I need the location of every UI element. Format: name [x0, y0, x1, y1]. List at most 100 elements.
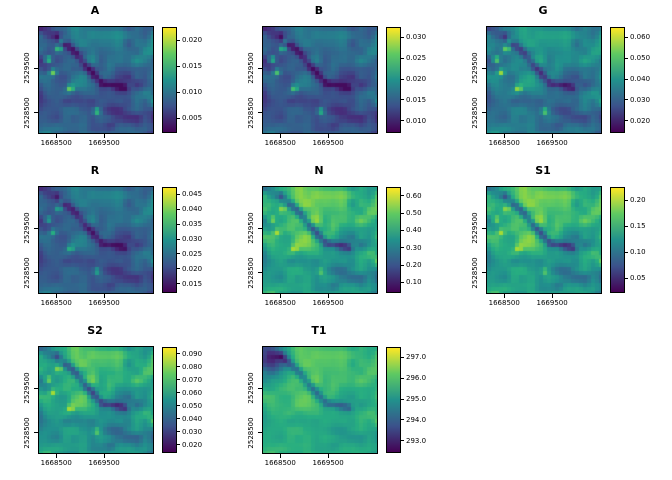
- legend-tick: [177, 223, 180, 225]
- x-axis-tick: [103, 294, 105, 298]
- raster-map-image: [486, 186, 602, 294]
- legend-tick: [177, 379, 180, 380]
- legend-tick: [401, 264, 404, 266]
- raster-map-image: [38, 186, 154, 294]
- legend-tick-label: 0.035: [182, 220, 203, 229]
- legend-tick: [177, 253, 180, 255]
- x-axis-tick-label: 1668500: [488, 299, 520, 307]
- x-axis-tick-label: 1668500: [488, 139, 520, 147]
- legend-tick: [401, 195, 404, 197]
- x-axis-tick: [55, 294, 57, 298]
- x-axis-tick-label: 1669500: [88, 139, 120, 147]
- y-axis-tick: [34, 112, 38, 114]
- legend-tick: [177, 405, 180, 406]
- x-axis-tick: [279, 454, 281, 458]
- y-axis-tick: [258, 272, 262, 274]
- legend-tick-label: 0.40: [406, 226, 422, 235]
- x-axis-tick: [327, 294, 329, 298]
- legend-tick: [401, 419, 404, 421]
- legend-tick: [177, 431, 180, 432]
- legend-colorbar: [610, 27, 625, 133]
- y-axis-tick: [482, 272, 486, 274]
- legend-tick: [177, 65, 180, 67]
- legend-tick: [625, 99, 628, 101]
- raster-map-image: [262, 26, 378, 134]
- x-axis-tick-label: 1669500: [88, 299, 120, 307]
- legend-tick-label: 0.20: [630, 196, 646, 204]
- x-axis-tick-label: 1668500: [40, 299, 72, 307]
- legend-tick: [625, 36, 628, 38]
- y-axis-tick-label: 2529500: [23, 52, 31, 84]
- y-axis-tick-label: 2529500: [23, 212, 31, 244]
- legend-tick-label: 0.030: [406, 33, 427, 42]
- legend-colorbar: [610, 187, 625, 293]
- y-axis-tick-label: 2529500: [247, 52, 255, 84]
- legend-tick: [177, 418, 180, 419]
- legend-tick-label: 0.020: [182, 440, 203, 449]
- legend-tick-label: 0.005: [182, 114, 203, 122]
- x-axis-tick-label: 1668500: [264, 139, 296, 147]
- y-axis-tick: [34, 387, 38, 389]
- y-axis-tick-label: 2529500: [471, 212, 479, 244]
- legend-tick-label: 0.030: [630, 95, 651, 104]
- legend-colorbar: [386, 27, 401, 133]
- raster-map-image: [38, 346, 154, 454]
- legend-tick-label: 0.040: [630, 75, 651, 83]
- y-axis-tick: [482, 227, 486, 229]
- legend-tick: [401, 78, 404, 80]
- legend-tick-label: 0.30: [406, 243, 422, 252]
- panel-title: S1: [535, 164, 551, 177]
- legend-colorbar: [386, 347, 401, 453]
- legend-tick: [177, 208, 180, 210]
- y-axis-tick: [482, 112, 486, 114]
- x-axis-tick-label: 1669500: [312, 299, 344, 307]
- legend-tick-label: 0.020: [182, 264, 203, 273]
- x-axis-tick-label: 1668500: [40, 139, 72, 147]
- raster-map-image: [38, 26, 154, 134]
- legend-tick: [401, 99, 404, 101]
- legend-tick-label: 0.50: [406, 209, 422, 217]
- legend-tick: [625, 225, 628, 227]
- legend-tick: [625, 57, 628, 59]
- x-axis-tick-label: 1669500: [536, 299, 568, 307]
- legend-tick: [401, 36, 404, 38]
- raster-panel: B 2528500 2529500 1668500 1669500 0.010 0.015…: [224, 0, 448, 160]
- x-axis-tick: [279, 134, 281, 138]
- legend-tick: [625, 199, 628, 201]
- legend-tick: [401, 440, 404, 442]
- legend-tick: [401, 57, 404, 59]
- legend-tick: [401, 229, 404, 231]
- legend-tick: [401, 247, 404, 249]
- legend-tick-label: 0.050: [182, 401, 203, 410]
- y-axis-tick-label: 2529500: [23, 372, 31, 404]
- legend-tick-label: 295.0: [406, 395, 427, 403]
- raster-map-image: [486, 26, 602, 134]
- legend-tick-label: 0.050: [630, 54, 651, 63]
- legend-colorbar: [386, 187, 401, 293]
- raster-map-image: [262, 186, 378, 294]
- legend-tick: [177, 366, 180, 367]
- legend-tick: [401, 377, 404, 379]
- legend-tick: [625, 277, 628, 279]
- panel-title: G: [538, 4, 548, 17]
- y-axis-tick: [258, 227, 262, 229]
- legend-tick-label: 0.025: [406, 54, 427, 63]
- legend-tick-label: 0.090: [182, 349, 203, 358]
- legend-tick: [401, 281, 404, 283]
- x-axis-tick: [503, 134, 505, 138]
- legend-tick-label: 0.20: [406, 261, 422, 269]
- legend-tick: [177, 353, 180, 354]
- x-axis-tick-label: 1669500: [536, 139, 568, 147]
- legend-tick-label: 293.0: [406, 436, 427, 445]
- legend-tick: [177, 238, 180, 240]
- legend-colorbar: [162, 347, 177, 453]
- legend-tick-label: 0.025: [182, 249, 203, 258]
- legend-tick-label: 0.030: [182, 427, 203, 436]
- x-axis-tick-label: 1669500: [88, 459, 120, 467]
- legend-tick: [625, 78, 628, 80]
- raster-map-image: [262, 346, 378, 454]
- legend-tick: [177, 39, 180, 41]
- panel-title: B: [314, 4, 324, 17]
